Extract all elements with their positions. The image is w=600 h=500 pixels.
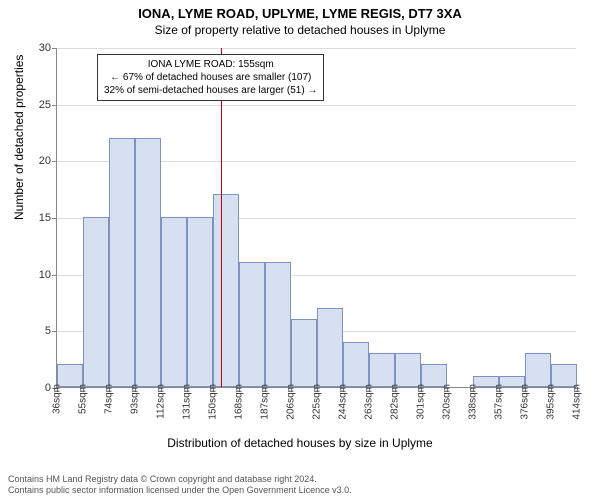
histogram-bar bbox=[525, 353, 551, 387]
xtick-label: 376sqm bbox=[520, 384, 531, 420]
chart-plot-area: 05101520253036sqm55sqm74sqm93sqm112sqm13… bbox=[56, 48, 576, 388]
xtick-label: 36sqm bbox=[52, 384, 63, 414]
xtick-label: 282sqm bbox=[390, 384, 401, 420]
x-axis-label: Distribution of detached houses by size … bbox=[0, 436, 600, 450]
footer-attribution: Contains HM Land Registry data © Crown c… bbox=[8, 474, 352, 496]
gridline bbox=[57, 105, 576, 106]
histogram-bar bbox=[291, 319, 317, 387]
xtick-label: 244sqm bbox=[338, 384, 349, 420]
footer-line-2: Contains public sector information licen… bbox=[8, 485, 352, 496]
histogram-bar bbox=[239, 262, 265, 387]
xtick-label: 395sqm bbox=[546, 384, 557, 420]
xtick-label: 112sqm bbox=[156, 384, 167, 419]
ytick-label: 25 bbox=[39, 99, 57, 111]
histogram-bar bbox=[343, 342, 369, 387]
gridline bbox=[57, 48, 576, 49]
ytick-label: 5 bbox=[45, 325, 57, 337]
histogram-bar bbox=[213, 194, 239, 387]
histogram-bar bbox=[187, 217, 213, 387]
xtick-label: 263sqm bbox=[364, 384, 375, 420]
xtick-label: 150sqm bbox=[208, 384, 219, 420]
chart-subtitle: Size of property relative to detached ho… bbox=[0, 21, 600, 43]
xtick-label: 338sqm bbox=[468, 384, 479, 420]
xtick-label: 206sqm bbox=[286, 384, 297, 420]
ytick-label: 10 bbox=[39, 269, 57, 281]
ytick-label: 15 bbox=[39, 212, 57, 224]
histogram-bar bbox=[369, 353, 395, 387]
xtick-label: 301sqm bbox=[416, 384, 427, 420]
xtick-label: 225sqm bbox=[312, 384, 323, 420]
xtick-label: 357sqm bbox=[494, 384, 505, 420]
xtick-label: 320sqm bbox=[442, 384, 453, 420]
y-axis-label: Number of detached properties bbox=[12, 55, 26, 220]
histogram-bar bbox=[395, 353, 421, 387]
annotation-line-2: ← 67% of detached houses are smaller (10… bbox=[104, 71, 317, 84]
xtick-label: 187sqm bbox=[260, 384, 271, 420]
xtick-label: 131sqm bbox=[182, 384, 193, 420]
histogram-bar bbox=[265, 262, 291, 387]
annotation-box: IONA LYME ROAD: 155sqm← 67% of detached … bbox=[97, 54, 324, 101]
annotation-line-1: IONA LYME ROAD: 155sqm bbox=[104, 58, 317, 71]
annotation-line-3: 32% of semi-detached houses are larger (… bbox=[104, 84, 317, 97]
histogram-bar bbox=[83, 217, 109, 387]
xtick-label: 93sqm bbox=[130, 384, 141, 414]
xtick-label: 168sqm bbox=[234, 384, 245, 420]
chart-title: IONA, LYME ROAD, UPLYME, LYME REGIS, DT7… bbox=[0, 0, 600, 21]
xtick-label: 55sqm bbox=[78, 384, 89, 414]
histogram-bar bbox=[317, 308, 343, 387]
histogram-bar bbox=[109, 138, 135, 387]
ytick-label: 20 bbox=[39, 155, 57, 167]
xtick-label: 414sqm bbox=[572, 384, 583, 420]
histogram-bar bbox=[161, 217, 187, 387]
histogram-bar bbox=[135, 138, 161, 387]
ytick-label: 30 bbox=[39, 42, 57, 54]
footer-line-1: Contains HM Land Registry data © Crown c… bbox=[8, 474, 352, 485]
xtick-label: 74sqm bbox=[104, 384, 115, 414]
